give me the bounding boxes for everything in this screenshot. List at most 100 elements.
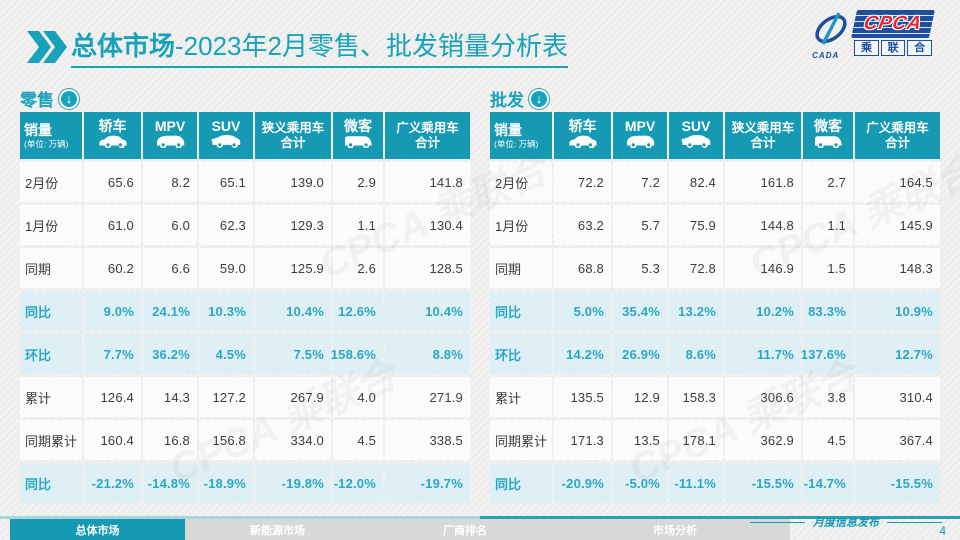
column-header-轿车: 轿车 <box>554 112 611 159</box>
table-cell: 129.3 <box>255 205 331 245</box>
logo-chinese-char: 联 <box>880 40 906 56</box>
table-cell: 14.2% <box>554 334 611 374</box>
footer-tab-新能源市场[interactable]: 新能源市场 <box>185 519 370 540</box>
table-cell: 36.2% <box>143 334 197 374</box>
logo-chinese-char: 乘 <box>854 40 879 56</box>
table-cell: 4.5 <box>803 420 853 460</box>
table-cell: 5.0% <box>554 291 611 331</box>
table-cell: -11.1% <box>669 463 723 503</box>
double-chevron-icon <box>27 31 67 63</box>
suv-icon <box>211 134 241 153</box>
table-cell: -15.5% <box>855 463 940 503</box>
table-cell: 12.6% <box>333 291 383 331</box>
table-cell: 334.0 <box>255 420 331 460</box>
logo-sub-text: CADA <box>812 51 840 60</box>
table-cell: 62.3 <box>199 205 253 245</box>
table-cell: 1.5 <box>803 248 853 288</box>
table-cell: 9.0% <box>84 291 141 331</box>
table-cell: 139.0 <box>255 162 331 202</box>
down-arrow-circle-icon: ↓ <box>59 88 79 109</box>
wholesale-table: 销量 (单位: 万辆) 轿车 MPV SUV 狭义乘用车 合计 微客 广义乘用车 合计 2月份 72.… <box>490 112 940 503</box>
table-cell: 146.9 <box>725 248 801 288</box>
row-label: 同比 <box>20 291 82 331</box>
table-cell: 306.6 <box>725 377 801 417</box>
footer-divider <box>0 516 960 519</box>
table-cell: 26.9% <box>613 334 667 374</box>
table-cell: -14.8% <box>143 463 197 503</box>
table-cell: 24.1% <box>143 291 197 331</box>
row-label: 1月份 <box>20 205 82 245</box>
table-cell: 14.3 <box>143 377 197 417</box>
row-label: 同比 <box>490 291 552 331</box>
row-label: 累计 <box>490 377 552 417</box>
retail-section-label: 零售 ↓ <box>20 86 79 111</box>
table-cell: 72.2 <box>554 162 611 202</box>
row-label: 1月份 <box>490 205 552 245</box>
wholesale-label-text: 批发 <box>490 91 524 110</box>
sedan-icon <box>98 134 128 153</box>
table-cell: 144.8 <box>725 205 801 245</box>
table-cell: 83.3% <box>803 291 853 331</box>
table-cell: 11.7% <box>725 334 801 374</box>
page-title: 总体市场-2023年2月零售、批发销量分析表 <box>71 26 568 68</box>
retail-table: 销量 (单位: 万辆) 轿车 MPV SUV 狭义乘用车 合计 微客 广义乘用车 合计 2月份 65.… <box>20 112 470 503</box>
table-cell: 10.2% <box>725 291 801 331</box>
column-header-sales-unit: 销量 (单位: 万辆) <box>490 112 552 159</box>
table-cell: -12.0% <box>333 463 383 503</box>
row-label: 同比 <box>20 463 82 503</box>
table-cell: 271.9 <box>385 377 470 417</box>
column-header-狭义乘用车: 狭义乘用车 合计 <box>725 112 801 159</box>
suv-icon <box>681 134 711 153</box>
table-cell: -19.7% <box>385 463 470 503</box>
table-cell: 130.4 <box>385 205 470 245</box>
sedan-icon <box>568 134 598 153</box>
column-header-mpv: MPV <box>613 112 667 159</box>
page-header: 总体市场-2023年2月零售、批发销量分析表 <box>25 26 568 68</box>
table-cell: 82.4 <box>669 162 723 202</box>
column-header-广义乘用车: 广义乘用车 合计 <box>385 112 470 159</box>
footer-tab-市场分析[interactable]: 市场分析 <box>560 519 790 540</box>
table-cell: 141.8 <box>385 162 470 202</box>
cpca-swoosh-icon: CADA <box>810 10 852 60</box>
table-cell: 8.6% <box>669 334 723 374</box>
page-number: 4 <box>939 524 946 538</box>
row-label: 同比 <box>490 463 552 503</box>
table-cell: 8.8% <box>385 334 470 374</box>
table-cell: 6.0 <box>143 205 197 245</box>
table-cell: 68.8 <box>554 248 611 288</box>
table-cell: 12.7% <box>855 334 940 374</box>
column-header-轿车: 轿车 <box>84 112 141 159</box>
table-cell: 7.5% <box>255 334 331 374</box>
table-cell: 1.1 <box>333 205 383 245</box>
table-cell: -21.2% <box>84 463 141 503</box>
row-label: 累计 <box>20 377 82 417</box>
table-cell: 4.0 <box>333 377 383 417</box>
row-label: 2月份 <box>20 162 82 202</box>
footer-tab-总体市场[interactable]: 总体市场 <box>10 519 185 540</box>
table-cell: 128.5 <box>385 248 470 288</box>
column-header-mpv: MPV <box>143 112 197 159</box>
row-label: 同期 <box>490 248 552 288</box>
table-cell: 59.0 <box>199 248 253 288</box>
table-cell: 2.6 <box>333 248 383 288</box>
van-icon <box>813 134 843 153</box>
table-cell: 35.4% <box>613 291 667 331</box>
mpv-icon <box>155 134 185 153</box>
table-cell: 178.1 <box>669 420 723 460</box>
table-cell: -14.7% <box>803 463 853 503</box>
table-cell: 63.2 <box>554 205 611 245</box>
table-cell: 137.6% <box>801 334 853 374</box>
table-cell: -15.5% <box>725 463 801 503</box>
column-header-sales-unit: 销量 (单位: 万辆) <box>20 112 82 159</box>
column-header-微客: 微客 <box>803 112 853 159</box>
row-label: 环比 <box>490 334 552 374</box>
table-cell: 158.6% <box>331 334 383 374</box>
table-cell: 156.8 <box>199 420 253 460</box>
footer-tab-厂商排名[interactable]: 厂商排名 <box>370 519 560 540</box>
table-cell: 310.4 <box>855 377 940 417</box>
table-cell: 1.1 <box>803 205 853 245</box>
table-cell: 6.6 <box>143 248 197 288</box>
row-label: 同期累计 <box>20 420 82 460</box>
footer-tab-bar: 总体市场 新能源市场 厂商排名 市场分析 <box>10 519 790 540</box>
table-cell: -19.8% <box>255 463 331 503</box>
